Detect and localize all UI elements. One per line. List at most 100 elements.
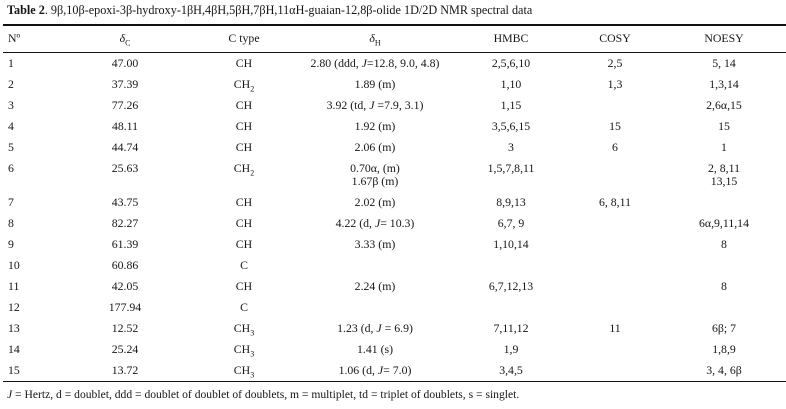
c-type-text: CH xyxy=(233,76,251,91)
c-type-text: CH xyxy=(235,279,253,293)
cell-c-type: CH xyxy=(189,116,299,137)
cell-delta-c: 25.24 xyxy=(111,342,139,356)
cell-c-type: C xyxy=(189,297,299,318)
cell-number: 7 xyxy=(8,195,14,209)
cell-delta-c: 25.63 xyxy=(111,160,139,175)
cell-number: 12 xyxy=(8,300,20,314)
cell-c-type: CH xyxy=(189,95,299,116)
cell-number: 6 xyxy=(8,160,14,175)
cell-hmbc: 7,11,12 xyxy=(493,321,529,335)
cell-cosy: 6 xyxy=(612,139,618,154)
table-row: 9 61.39 CH 3.33 (m) 1,10,14 8 xyxy=(3,234,786,255)
cell-c-type: CH2 xyxy=(189,158,299,193)
c-type-text: C xyxy=(240,300,248,314)
cell-number: 4 xyxy=(8,118,14,133)
c-type-subscript: 3 xyxy=(250,328,255,338)
cell-cosy: 11 xyxy=(609,321,621,335)
cell-hmbc: 3,4,5 xyxy=(499,363,523,377)
cell-cosy xyxy=(571,95,659,116)
table-caption: Table 2. 9β,10β-epoxi-3β-hydroxy-1βH,4βH… xyxy=(3,3,783,18)
c-type-subscript: 2 xyxy=(250,83,255,93)
cell-c-type: CH xyxy=(189,52,299,74)
cell-number: 10 xyxy=(8,258,20,272)
cell-delta-h: 2.24 (m) xyxy=(354,279,396,293)
cell-delta-c: 82.27 xyxy=(111,216,139,230)
table-caption-text: . 9β,10β-epoxi-3β-hydroxy-1βH,4βH,5βH,7β… xyxy=(44,3,533,17)
cell-c-type: CH xyxy=(189,276,299,297)
cell-delta-c: 13.72 xyxy=(111,363,139,377)
cell-noesy: 5, 14 xyxy=(712,55,736,70)
cell-cosy: 1,3 xyxy=(607,76,623,91)
c-type-text: CH xyxy=(235,139,253,154)
cell-noesy: 15 xyxy=(718,118,730,133)
c-type-subscript: 3 xyxy=(250,370,255,380)
cell-number: 8 xyxy=(8,216,14,230)
c-type-text: CH xyxy=(233,160,251,175)
c-type-text: CH xyxy=(235,237,253,251)
cell-hmbc: 6,7, 9 xyxy=(497,216,525,230)
table-row: 14 25.24 CH3 1.41 (s) 1,9 1,8,9 xyxy=(3,339,786,360)
cell-delta-c: 47.00 xyxy=(111,55,139,70)
cell-noesy: 2, 8,11 13,15 xyxy=(707,160,740,188)
cell-noesy: 6α,9,11,14 xyxy=(699,216,749,230)
table-row: 5 44.74 CH 2.06 (m) 3 6 1 xyxy=(3,137,786,158)
cell-number: 2 xyxy=(8,76,14,91)
cell-delta-h: 3.33 (m) xyxy=(354,237,396,251)
cell-c-type: CH xyxy=(189,192,299,213)
cell-delta-h: 1.89 (m) xyxy=(354,76,396,91)
cell-c-type: CH2 xyxy=(189,74,299,95)
c-type-text: CH xyxy=(235,97,253,112)
cell-delta-h: 3.92 (td, J =7.9, 3.1) xyxy=(326,97,424,112)
cell-noesy: 1,3,14 xyxy=(709,76,739,91)
cell-hmbc: 1,15 xyxy=(500,97,522,112)
cell-delta-h xyxy=(299,297,451,318)
cell-noesy: 6β; 7 xyxy=(711,321,737,335)
c-type-text: CH xyxy=(235,118,253,133)
cell-c-type: CH3 xyxy=(189,339,299,360)
cell-hmbc: 1,10 xyxy=(500,76,522,91)
cell-delta-c: 12.52 xyxy=(111,321,139,335)
col-header-cosy: COSY xyxy=(571,25,659,53)
cell-hmbc: 1,5,7,8,11 xyxy=(487,160,535,175)
cell-c-type: C xyxy=(189,255,299,276)
cell-hmbc: 8,9,13 xyxy=(496,195,526,209)
cell-cosy xyxy=(571,276,659,297)
nmr-data-table: Nº δC C type δH HMBC COSY NOESY 1 47.00 … xyxy=(3,24,786,382)
cell-cosy: 15 xyxy=(609,118,621,133)
table-row: 7 43.75 CH 2.02 (m) 8,9,13 6, 8,11 xyxy=(3,192,786,213)
cell-number: 9 xyxy=(8,237,14,251)
cell-delta-c: 48.11 xyxy=(111,118,139,133)
cell-delta-h xyxy=(299,255,451,276)
table-row: 4 48.11 CH 1.92 (m) 3,5,6,15 15 15 xyxy=(3,116,786,137)
cell-number: 1 xyxy=(8,55,14,70)
cell-cosy xyxy=(571,255,659,276)
cell-hmbc: 2,5,6,10 xyxy=(491,55,531,70)
cell-delta-h: 2.06 (m) xyxy=(354,139,396,154)
cell-hmbc: 3 xyxy=(508,139,514,154)
table-header-row: Nº δC C type δH HMBC COSY NOESY xyxy=(3,25,786,53)
col-header-noesy: NOESY xyxy=(659,25,786,53)
cell-hmbc: 1,9 xyxy=(503,342,519,356)
table-row: 13 12.52 CH3 1.23 (d, J = 6.9) 7,11,12 1… xyxy=(3,318,786,339)
cell-number: 3 xyxy=(8,97,14,112)
cell-delta-h: 1.41 (s) xyxy=(356,342,394,356)
cell-cosy: 2,5 xyxy=(607,55,623,70)
delta-symbol: δ xyxy=(119,31,126,45)
cell-delta-h: 1.23 (d, J = 6.9) xyxy=(337,321,413,335)
table-row: 11 42.05 CH 2.24 (m) 6,7,12,13 8 xyxy=(3,276,786,297)
cell-c-type: CH3 xyxy=(189,318,299,339)
cell-hmbc xyxy=(451,297,571,318)
table-footnote: J = Hertz, d = doublet, ddd = doublet of… xyxy=(7,388,520,401)
cell-hmbc: 1,10,14 xyxy=(493,237,529,251)
cell-noesy xyxy=(659,297,786,318)
cell-cosy xyxy=(571,339,659,360)
cell-cosy xyxy=(571,297,659,318)
cell-delta-h: 0.70α, (m) 1.67β (m) xyxy=(350,160,400,188)
table-row: 10 60.86 C xyxy=(3,255,786,276)
table-row: 6 25.63 CH2 0.70α, (m) 1.67β (m) 1,5,7,8… xyxy=(3,158,786,193)
c-type-subscript: 2 xyxy=(250,167,255,177)
c-type-text: CH xyxy=(233,342,251,356)
cell-delta-c: 42.05 xyxy=(111,279,139,293)
col-header-number: Nº xyxy=(3,25,61,53)
